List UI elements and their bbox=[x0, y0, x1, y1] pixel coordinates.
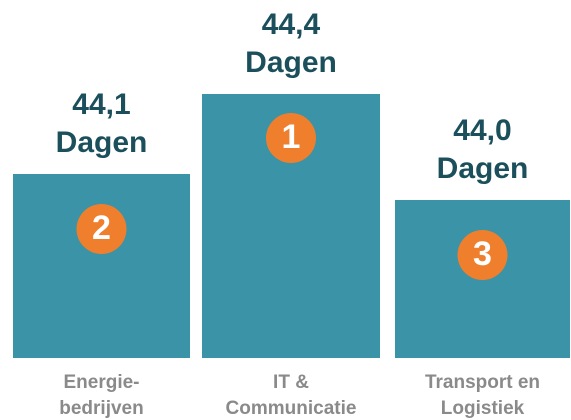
value-label: 44,1 bbox=[72, 88, 130, 121]
rank-badge bbox=[266, 113, 316, 163]
unit-label: Dagen bbox=[56, 126, 148, 159]
rank-badge bbox=[457, 230, 508, 280]
rank-number: 3 bbox=[473, 235, 492, 273]
value-label: 44,0 bbox=[453, 114, 511, 147]
category-label: Logistiek bbox=[441, 398, 525, 419]
rank-number: 2 bbox=[92, 209, 111, 247]
rank-number: 1 bbox=[282, 118, 301, 156]
podium-block bbox=[13, 174, 190, 358]
category-label: bedrijven bbox=[59, 398, 143, 419]
category-label: Transport en bbox=[425, 372, 540, 393]
category-label: Energie- bbox=[63, 372, 139, 393]
unit-label: Dagen bbox=[437, 152, 529, 185]
category-label: IT & bbox=[273, 372, 309, 393]
unit-label: Dagen bbox=[245, 46, 337, 79]
rank-badge bbox=[76, 204, 127, 254]
category-label: Communicatie bbox=[226, 398, 357, 419]
value-label: 44,4 bbox=[262, 8, 321, 41]
